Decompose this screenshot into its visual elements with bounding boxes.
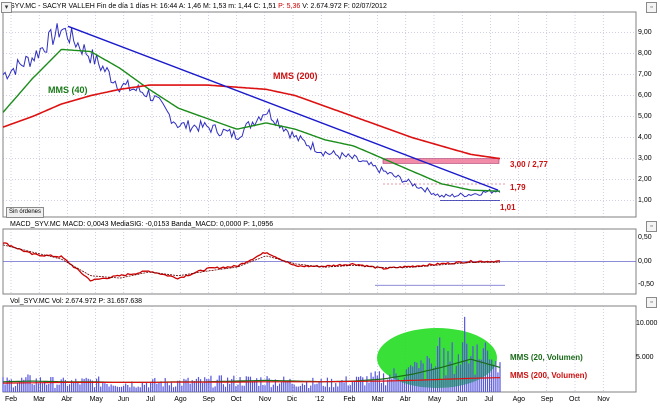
- vol-mms200-line: [3, 377, 501, 384]
- price-tick-label: 2,00: [638, 175, 652, 183]
- quote-info: Fin de día 1 días H: 16:44 A: 1,46 M: 1,…: [96, 3, 277, 10]
- month-tick-label: Mar: [371, 396, 384, 403]
- macd-line: [2, 242, 500, 282]
- macd-header: MACD_SYV.MC MACD: 0,0043 MediaSIG: -0,01…: [10, 221, 274, 228]
- month-tick-label: '12: [315, 396, 325, 403]
- mms200-label: MMS (200): [273, 71, 318, 81]
- volume-tick-label: 10.000: [636, 319, 658, 327]
- month-tick-label: Sep: [202, 396, 215, 403]
- level-101-label: 1,01: [500, 203, 516, 212]
- downtrend-line: [67, 25, 499, 191]
- price-line: [2, 23, 501, 198]
- price-tick-label: 4,00: [638, 133, 652, 141]
- price-tick-label: 1,00: [638, 196, 652, 204]
- price-tick-label: 9,00: [638, 28, 652, 36]
- month-tick-label: Feb: [5, 396, 18, 403]
- price-tick-label: 6,00: [638, 91, 652, 99]
- month-tick-label: May: [89, 396, 103, 403]
- main-chart-header: SYV.MC - SACYR VALLEH Fin de día 1 días …: [10, 3, 387, 10]
- pct-change: P: 5,36: [278, 3, 301, 10]
- month-tick-label: Ago: [512, 396, 526, 403]
- price-tick-label: 5,00: [638, 112, 652, 120]
- month-tick-label: Nov: [258, 396, 272, 403]
- mms200-line: [2, 84, 501, 160]
- month-tick-label: May: [428, 396, 442, 403]
- month-tick-label: Sep: [540, 396, 554, 403]
- volume-info: V: 2.674.972 F: 02/07/2012: [302, 3, 387, 10]
- volume-header: Vol_SYV.MC Vol: 2.674.972 P: 31.657.638: [10, 298, 143, 305]
- volume-panel: [2, 305, 637, 393]
- window-controls-icon[interactable]: ▫: [646, 2, 657, 13]
- month-tick-label: Nov: [597, 396, 610, 403]
- price-tick-label: 3,00: [638, 154, 652, 162]
- month-tick-label: Oct: [230, 396, 242, 403]
- month-tick-label: Ago: [174, 396, 187, 403]
- resistance-zone: [382, 158, 500, 164]
- month-tick-label: Abr: [61, 396, 73, 403]
- mms40-label: MMS (40): [48, 85, 88, 95]
- sin-ordenes-button[interactable]: Sin órdenes: [6, 207, 44, 218]
- main-panel: [2, 11, 637, 218]
- month-tick-label: Jul: [146, 396, 155, 403]
- macd-panel-control-icon[interactable]: ▫: [646, 221, 657, 232]
- macd-tick-label: 0,00: [638, 257, 652, 265]
- month-tick-label: Mar: [33, 396, 46, 403]
- month-tick-label: Jun: [456, 396, 468, 403]
- month-tick-label: Jun: [117, 396, 130, 403]
- month-tick-label: Abr: [399, 396, 411, 403]
- month-tick-label: Oct: [569, 396, 580, 403]
- macd-signal-line: [2, 244, 500, 279]
- vol-mms20-label: MMS (20, Volumen): [510, 353, 583, 362]
- symbol-label: SYV.MC - SACYR VALLEH: [10, 3, 95, 10]
- price-tick-label: 7,00: [638, 70, 652, 78]
- volume-tick-label: 5.000: [636, 353, 654, 361]
- month-tick-label: Dic: [287, 396, 298, 403]
- macd-tick-label: -0,50: [638, 281, 654, 289]
- level-179-label: 1,79: [510, 183, 526, 192]
- month-tick-label: Feb: [343, 396, 356, 403]
- month-tick-label: Jul: [484, 396, 494, 403]
- resistance-label: 3,00 / 2,77: [510, 160, 548, 169]
- price-tick-label: 8,00: [638, 49, 652, 57]
- macd-tick-label: 0,50: [638, 233, 652, 241]
- mms40-line: [2, 48, 501, 192]
- collapse-icon[interactable]: ▾: [1, 2, 12, 13]
- vol-mms200-label: MMS (200, Volumen): [510, 371, 588, 380]
- volume-panel-control-icon[interactable]: ▫: [646, 297, 657, 308]
